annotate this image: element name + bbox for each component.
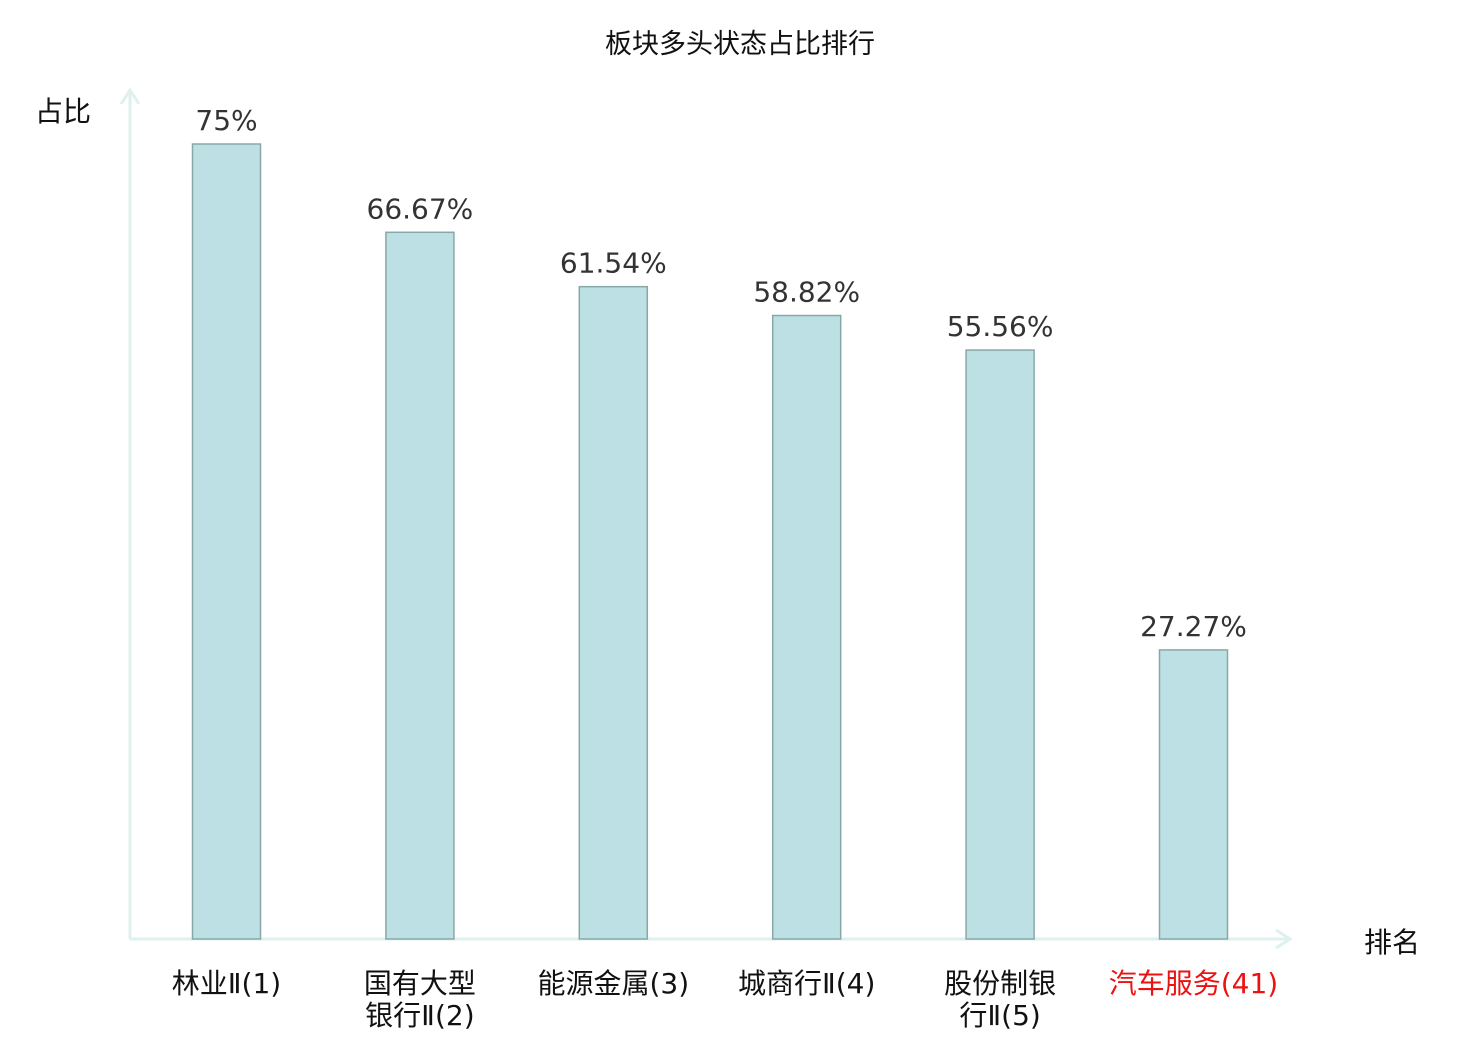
chart-title: 板块多头状态占比排行	[605, 29, 875, 60]
x-tick-label: 城商行Ⅱ(4)	[738, 967, 875, 1000]
y-axis-arrow-icon	[119, 87, 141, 105]
y-axis-label: 占比	[35, 95, 91, 128]
bar	[191, 143, 262, 940]
bar	[1158, 649, 1229, 940]
x-tick-label: 国有大型	[364, 967, 476, 1000]
data-label: 55.56%	[947, 310, 1054, 343]
x-tick-label: 汽车服务(41)	[1109, 967, 1278, 1000]
x-axis-arrow-icon	[1275, 928, 1293, 950]
x-tick-label: 能源金属(3)	[537, 967, 689, 1000]
bar	[771, 314, 842, 940]
x-tick-label: 银行Ⅱ(2)	[365, 999, 474, 1032]
x-tick-label: 林业Ⅱ(1)	[172, 967, 281, 1000]
x-tick-label: 股份制银	[944, 967, 1056, 1000]
bar	[965, 349, 1035, 940]
data-label: 27.27%	[1140, 610, 1247, 643]
data-label: 66.67%	[367, 192, 474, 225]
data-label: 58.82%	[753, 276, 860, 309]
data-label: 61.54%	[560, 247, 667, 280]
bar	[385, 231, 455, 940]
data-label: 75%	[195, 104, 257, 137]
x-axis-label: 排名	[1364, 926, 1420, 959]
bar	[578, 285, 649, 940]
x-tick-label: 行Ⅱ(5)	[959, 999, 1040, 1032]
